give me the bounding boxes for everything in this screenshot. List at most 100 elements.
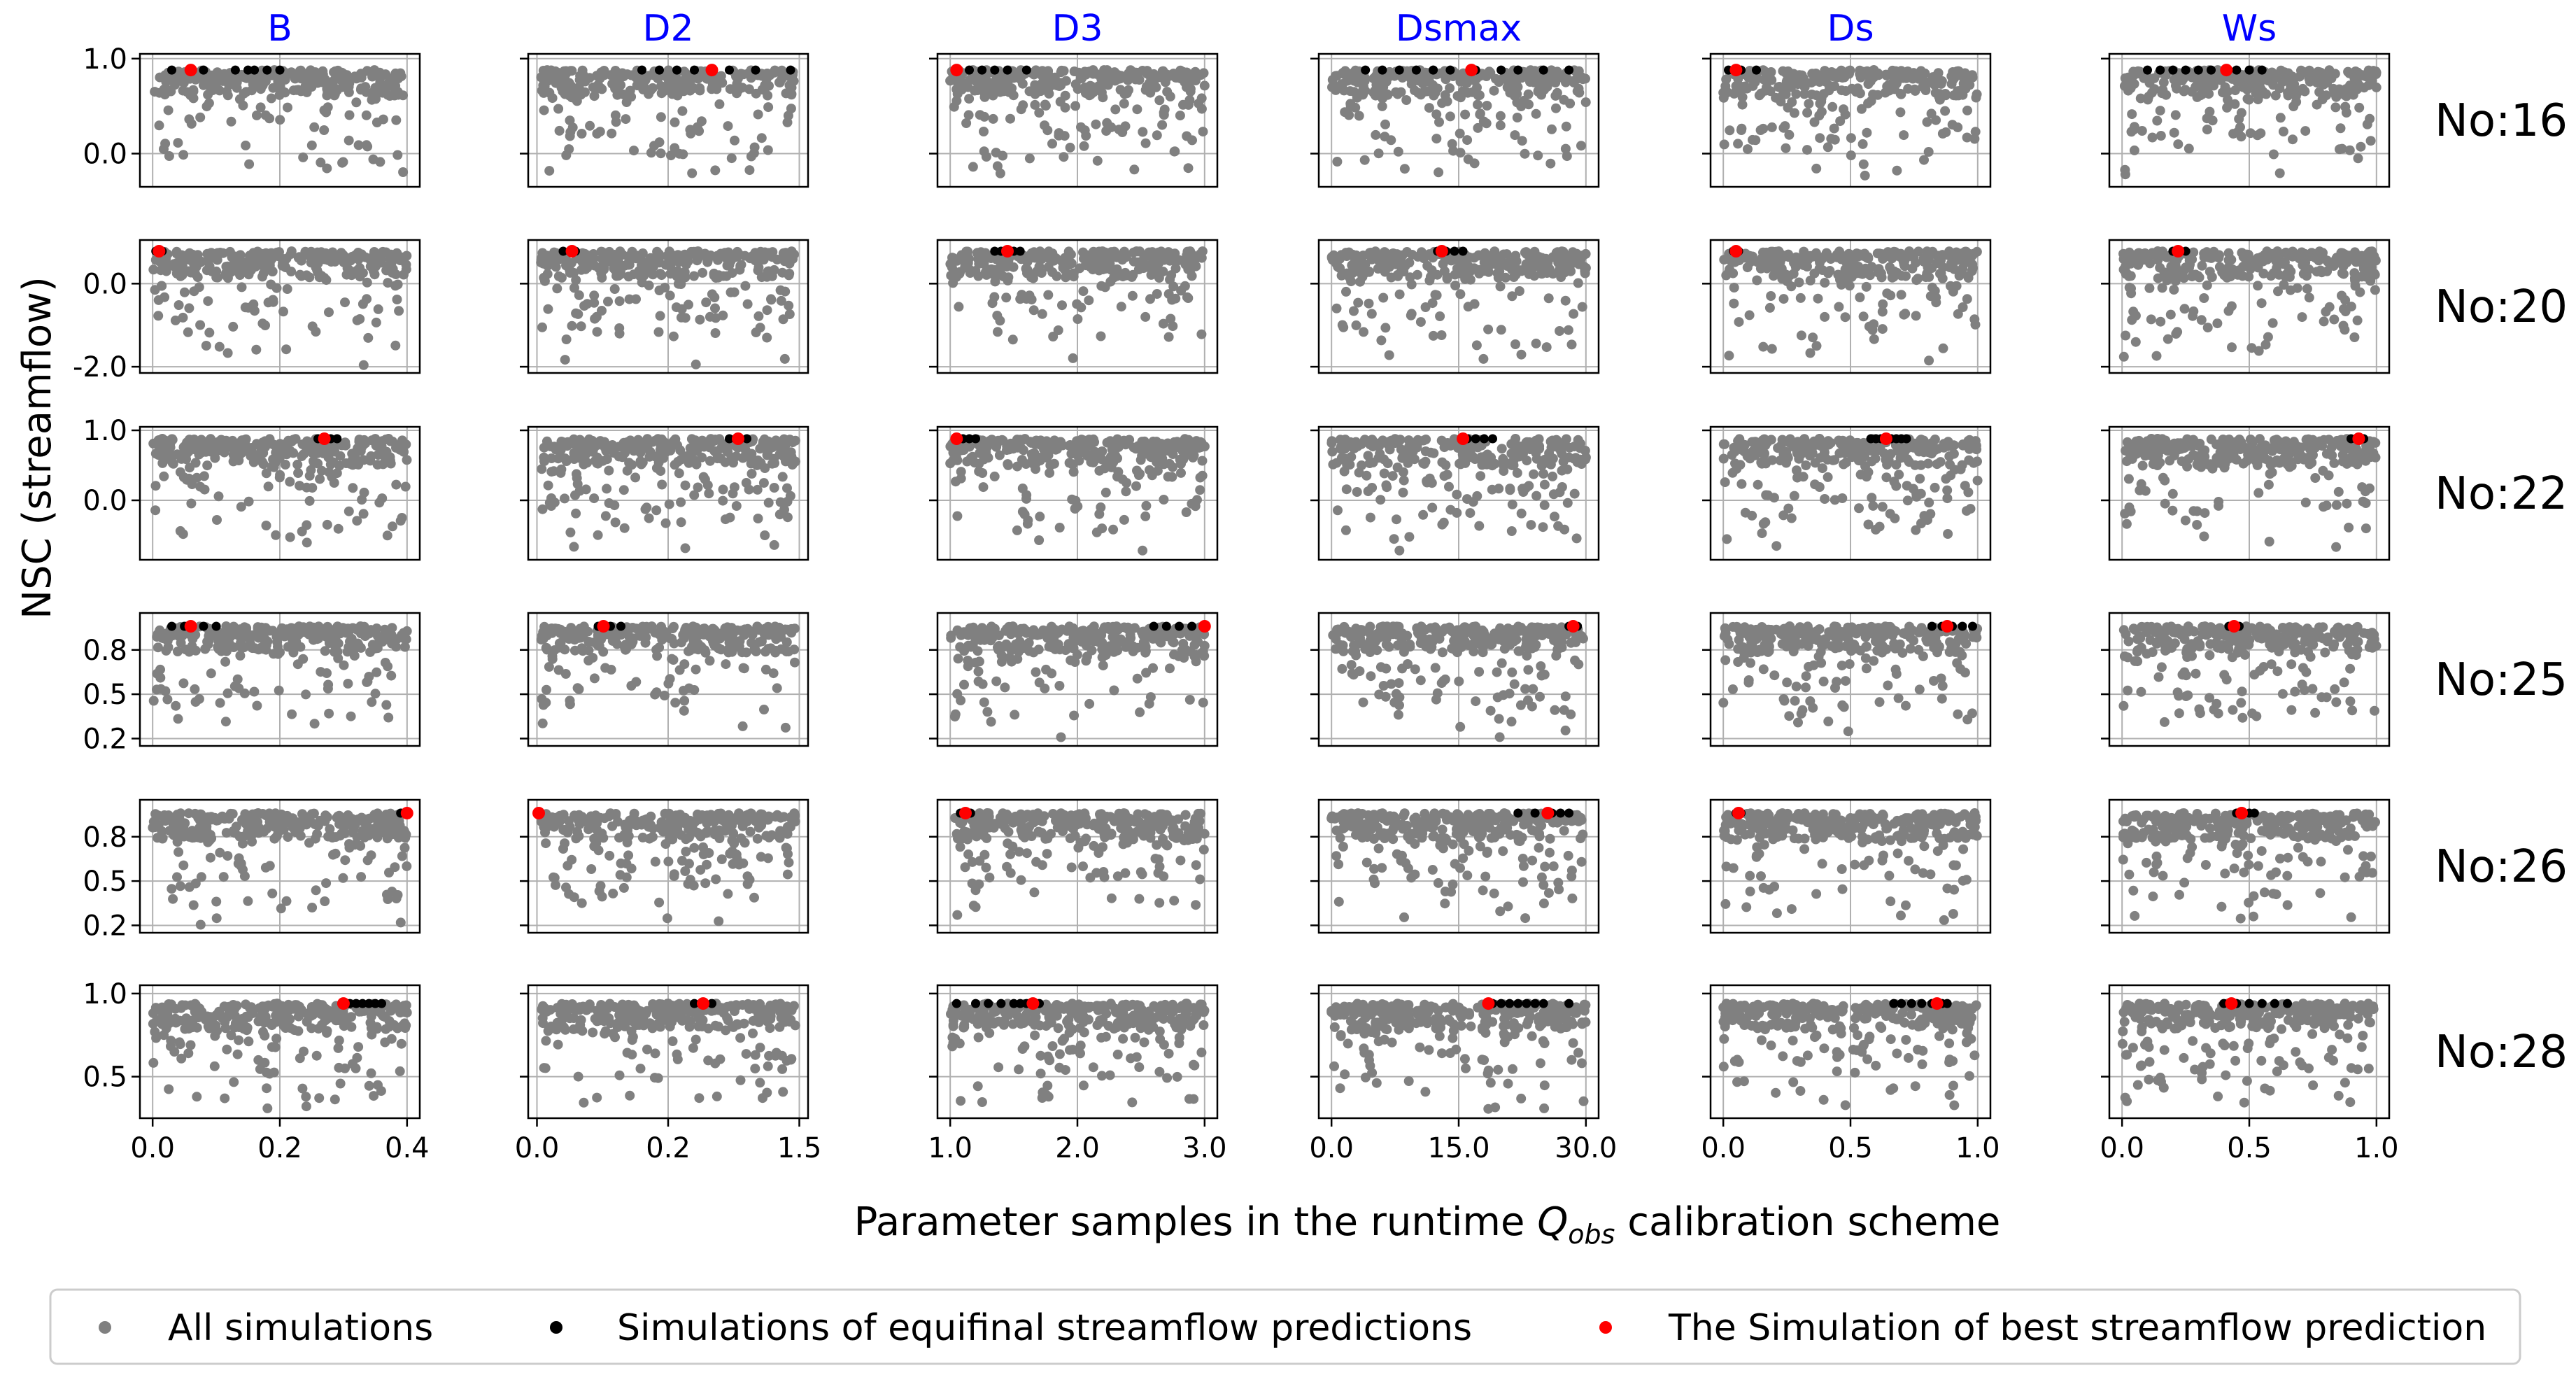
all-simulation-point <box>718 484 728 495</box>
equifinal-point <box>977 65 987 75</box>
all-simulation-point <box>266 93 276 104</box>
all-simulation-point <box>591 83 602 94</box>
all-simulation-point <box>656 81 666 91</box>
all-simulation-point <box>779 353 790 364</box>
all-simulation-point <box>1159 110 1169 120</box>
all-simulation-point <box>2337 268 2347 278</box>
all-simulation-point <box>665 290 675 301</box>
all-simulation-point <box>623 272 634 282</box>
all-simulation-point <box>340 437 351 448</box>
all-simulation-point <box>330 89 340 99</box>
all-simulation-point <box>1857 139 1868 149</box>
all-simulation-point <box>1971 92 1981 103</box>
all-simulation-point <box>391 115 402 125</box>
all-simulation-point <box>155 72 165 83</box>
all-simulation-point <box>1580 97 1591 108</box>
all-simulation-point <box>1520 148 1530 159</box>
all-simulation-point <box>1729 283 1739 292</box>
all-simulation-point <box>302 537 312 548</box>
all-simulation-point <box>1415 317 1426 327</box>
all-simulation-point <box>691 359 701 369</box>
all-simulation-point <box>1911 311 1921 321</box>
all-simulation-point <box>595 127 605 137</box>
all-simulation-point <box>707 289 717 299</box>
all-simulation-point <box>1551 71 1562 82</box>
all-simulation-point <box>1721 74 1732 85</box>
all-simulation-point <box>751 327 761 337</box>
all-simulation-point <box>1837 85 1847 96</box>
all-simulation-point <box>676 517 686 528</box>
all-simulation-point <box>1510 251 1521 261</box>
all-simulation-point <box>294 70 304 80</box>
all-simulation-point <box>368 154 378 164</box>
all-simulation-point <box>319 125 330 135</box>
all-simulation-point <box>1030 80 1040 90</box>
all-simulation-point <box>676 497 686 507</box>
all-simulation-point <box>1448 146 1459 156</box>
subplot: 0.01.0 <box>83 415 421 561</box>
all-simulation-point <box>1464 267 1475 277</box>
all-simulation-point <box>1747 251 1757 262</box>
all-simulation-point <box>173 138 183 148</box>
all-simulation-point <box>1417 78 1428 89</box>
all-simulation-point <box>2303 250 2314 260</box>
all-simulation-point <box>276 442 287 453</box>
all-simulation-point <box>1043 290 1054 300</box>
all-simulation-point <box>2319 316 2329 327</box>
all-simulation-point <box>684 71 694 82</box>
all-simulation-point <box>2253 281 2263 291</box>
all-simulation-point <box>629 146 639 156</box>
all-simulation-point <box>1538 469 1549 479</box>
all-simulation-point <box>1351 320 1361 330</box>
all-simulation-point <box>1963 271 1974 281</box>
all-simulation-point <box>250 262 261 272</box>
all-simulation-point <box>2179 304 2190 314</box>
all-simulation-point <box>1869 334 1879 344</box>
all-simulation-point <box>373 304 383 314</box>
equifinal-point <box>332 434 342 444</box>
all-simulation-point <box>2353 153 2363 164</box>
all-simulation-point <box>1073 314 1083 324</box>
all-simulation-point <box>1560 143 1571 154</box>
all-simulation-point <box>2149 84 2160 94</box>
equifinal-point <box>751 65 760 75</box>
all-simulation-point <box>656 148 666 159</box>
all-simulation-point <box>1124 85 1133 95</box>
all-simulation-point <box>159 144 169 155</box>
all-simulation-point <box>1003 275 1013 285</box>
all-simulation-point <box>1474 521 1485 531</box>
all-simulation-point <box>2118 351 2129 362</box>
all-simulation-point <box>342 263 353 274</box>
all-simulation-point <box>1384 350 1394 360</box>
all-simulation-point <box>306 248 316 259</box>
all-simulation-point <box>1895 248 1906 259</box>
all-simulation-point <box>740 281 751 291</box>
all-simulation-point <box>2126 127 2137 137</box>
all-simulation-point <box>2312 99 2322 110</box>
best-point <box>950 432 963 445</box>
all-simulation-point <box>1366 309 1377 319</box>
all-simulation-point <box>401 439 411 450</box>
all-simulation-point <box>1937 273 1948 283</box>
all-simulation-point <box>656 442 666 452</box>
all-simulation-point <box>572 479 583 489</box>
all-simulation-point <box>274 251 285 262</box>
all-simulation-point <box>1507 499 1517 509</box>
all-simulation-point <box>1187 135 1197 146</box>
all-simulation-point <box>1392 463 1403 472</box>
all-simulation-point <box>1484 66 1494 77</box>
all-simulation-point <box>1940 106 1951 116</box>
all-simulation-point <box>560 355 570 365</box>
all-simulation-point <box>1874 248 1885 259</box>
all-simulation-point <box>2329 314 2340 325</box>
all-simulation-point <box>1776 271 1787 281</box>
all-simulation-point <box>324 307 334 318</box>
best-point <box>1435 245 1448 258</box>
all-simulation-point <box>261 521 271 530</box>
all-simulation-point <box>1163 472 1173 482</box>
all-simulation-point <box>569 542 579 552</box>
all-simulation-point <box>1495 281 1506 292</box>
all-simulation-point <box>185 90 196 100</box>
all-simulation-point <box>654 137 665 148</box>
all-simulation-point <box>2275 73 2285 83</box>
